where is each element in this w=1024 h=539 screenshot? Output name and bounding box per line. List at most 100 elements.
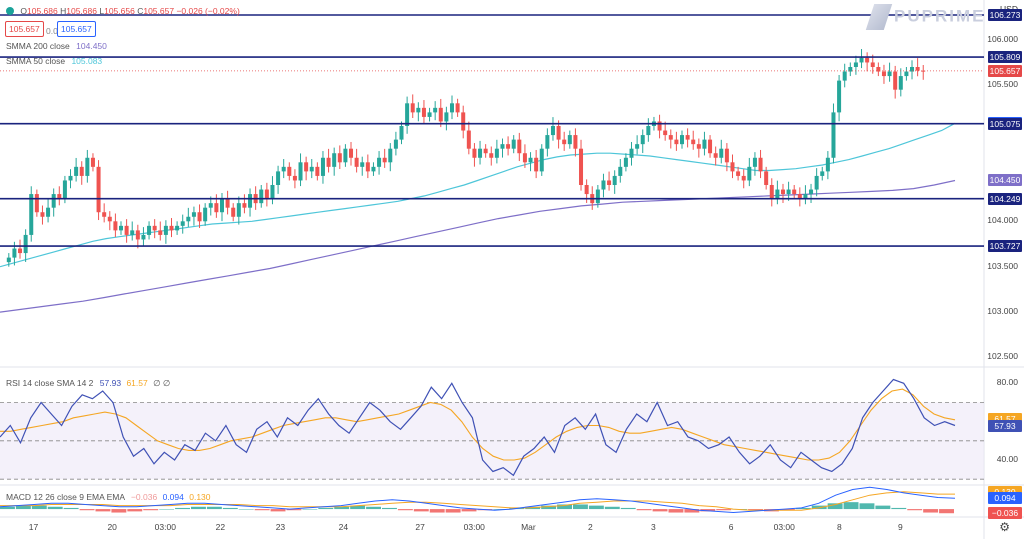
candle-body: [893, 71, 898, 90]
smma200-legend[interactable]: SMMA 200 close 104.450: [6, 41, 107, 51]
candle-body: [371, 166, 376, 172]
candle-body: [696, 144, 701, 149]
macd-legend[interactable]: MACD 12 26 close 9 EMA EMA −0.036 0.094 …: [6, 492, 211, 502]
macd-histogram-bar: [350, 505, 366, 510]
candle-body: [640, 135, 645, 145]
candle-body: [921, 70, 926, 72]
candle-body: [674, 139, 679, 145]
candle-body: [382, 157, 387, 163]
candle-body: [332, 153, 337, 167]
candle-body: [758, 157, 763, 172]
candle-body: [657, 121, 662, 131]
x-tick-label: 03:00: [154, 522, 176, 532]
candle-body: [40, 212, 45, 217]
price-axis-label: 105.809: [988, 51, 1022, 64]
candle-body: [904, 71, 909, 77]
macd-histogram-bar: [95, 509, 111, 512]
macd-axis-label: 0.094: [988, 492, 1022, 505]
candle-body: [618, 166, 623, 176]
macd-line-value: 0.094: [162, 492, 184, 502]
candle-body: [483, 148, 488, 154]
candle-body: [197, 212, 202, 222]
sell-price-button[interactable]: 105.657: [5, 21, 44, 37]
candle-body: [242, 203, 247, 208]
rsi-legend[interactable]: RSI 14 close SMA 14 2 57.93 61.57 ∅ ∅: [6, 378, 170, 389]
candle-body: [124, 225, 129, 235]
macd-label: MACD 12 26 close 9 EMA EMA: [6, 492, 125, 502]
candle-body: [809, 189, 814, 195]
candle-body: [85, 157, 90, 176]
close-value: 105.657: [143, 6, 175, 16]
high-value: 105.686: [66, 6, 97, 16]
smma50-label: SMMA 50 close: [6, 56, 66, 66]
candle-body: [405, 103, 410, 126]
x-tick-label: 22: [215, 522, 226, 532]
x-tick-label: 03:00: [773, 522, 795, 532]
candle-body: [320, 157, 325, 176]
candle-body: [29, 194, 34, 235]
candle-body: [158, 230, 163, 235]
macd-histogram-bar: [254, 509, 270, 511]
candle-body: [461, 112, 466, 131]
macd-histogram-bar: [111, 509, 127, 513]
candle-body: [887, 71, 892, 77]
candle-body: [522, 153, 527, 163]
macd-histogram-bar: [302, 509, 318, 510]
candle-body: [433, 107, 438, 113]
candle-body: [612, 175, 617, 185]
macd-histogram-bar: [700, 509, 716, 512]
x-tick-label: 6: [728, 522, 734, 532]
rsi-y-tick: 80.00: [996, 377, 1018, 388]
candle-body: [629, 148, 634, 158]
macd-histogram-bar: [604, 506, 620, 510]
candle-body: [219, 198, 224, 213]
candle-body: [360, 162, 365, 167]
macd-histogram-bar: [63, 507, 79, 510]
candle-body: [797, 194, 802, 199]
candle-body: [567, 135, 572, 145]
candle-body: [719, 148, 724, 158]
candle-body: [57, 194, 62, 199]
candle-body: [270, 185, 275, 199]
macd-histogram-bar: [652, 509, 668, 512]
rsi-axis-label: 57.93: [988, 419, 1022, 432]
candle-body: [539, 148, 544, 172]
candle-body: [349, 148, 354, 158]
rsi-ma-line: [0, 388, 956, 461]
settings-gear-icon[interactable]: ⚙: [999, 520, 1010, 534]
brand-logo: PUPRIME: [865, 4, 985, 30]
candle-body: [853, 62, 858, 67]
candle-body: [46, 207, 51, 217]
candle-body: [545, 135, 550, 149]
candle-body: [708, 139, 713, 154]
candle-body: [646, 126, 651, 136]
rsi-line: [0, 378, 956, 477]
candle-body: [517, 139, 522, 154]
macd-histogram-bar: [286, 509, 302, 511]
macd-histogram-bar: [127, 509, 143, 512]
macd-histogram-bar: [668, 509, 684, 513]
candle-body: [163, 225, 168, 235]
candle-body: [421, 107, 426, 117]
candle-body: [292, 175, 297, 181]
rsi-y-tick: 40.00: [996, 454, 1018, 464]
x-tick-label: 3: [651, 522, 656, 532]
macd-histogram-bar: [684, 509, 700, 513]
candle-body: [264, 189, 269, 199]
macd-signal-value: 0.130: [189, 492, 211, 502]
buy-price-button[interactable]: 105.657: [57, 21, 96, 37]
candle-body: [298, 162, 303, 181]
candle-body: [500, 144, 505, 149]
y-tick-label: 103.000: [987, 306, 1018, 317]
candle-body: [680, 135, 685, 145]
price-axis-label: 104.450: [988, 174, 1022, 187]
candle-body: [135, 230, 140, 240]
candle-body: [438, 107, 443, 122]
smma50-legend[interactable]: SMMA 50 close 105.083: [6, 56, 102, 66]
candle-body: [169, 225, 174, 231]
macd-line: [0, 486, 956, 514]
candle-body: [573, 135, 578, 149]
candle-body: [803, 194, 808, 199]
candle-body: [231, 207, 236, 217]
